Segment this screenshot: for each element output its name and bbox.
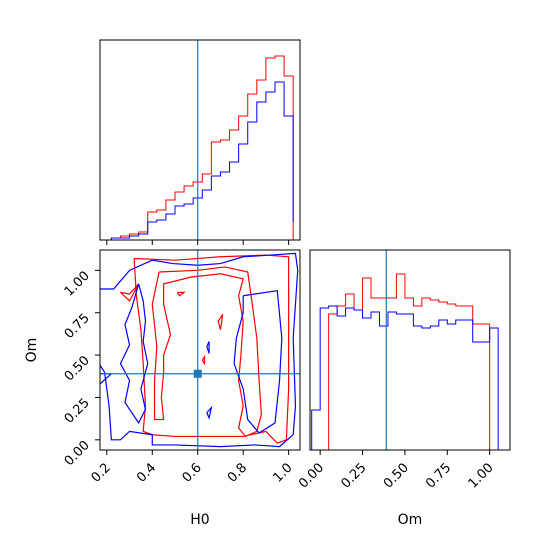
contour-x-tick-label: 0.2 <box>89 460 114 485</box>
h0-marginal-panel <box>99 39 301 245</box>
contour-layer <box>100 252 299 448</box>
contour-blue <box>233 289 283 434</box>
contour-y-tick-label: 0.25 <box>62 396 93 427</box>
contour-y-tick-label: 0.50 <box>62 353 93 384</box>
contour-red <box>151 266 262 438</box>
contour-blue <box>206 341 210 354</box>
om-marginal-x-tick-label: 0.50 <box>381 460 412 491</box>
om-marginal-hist-blue <box>311 305 507 451</box>
contour-red <box>217 314 224 330</box>
contour-x-tick-label: 0.8 <box>225 460 250 485</box>
contour-frame <box>99 249 301 451</box>
contour-blue <box>119 283 149 425</box>
om-marginal-x-tick-label: 1.00 <box>466 460 497 491</box>
contour-blue <box>100 252 299 448</box>
om-marginal-x-tick-label: 0.00 <box>296 460 327 491</box>
om-marginal-hist-red <box>311 273 507 451</box>
contour-y-tick-label: 1.00 <box>62 269 93 300</box>
contour-red <box>120 283 140 302</box>
contour-x-tick-label: 1.0 <box>270 460 295 485</box>
contour-red <box>201 354 206 366</box>
om-marginal-x-axis-label: Om <box>398 512 423 528</box>
om-marginal-panel: 0.00 0.25 0.50 0.75 1.00 <box>296 249 511 492</box>
y-axis-label: Om <box>24 338 40 363</box>
contour-red <box>176 291 186 297</box>
om-marginal-x-tick-label: 0.75 <box>423 460 454 491</box>
om-marginal-x-tick-label: 0.25 <box>339 460 370 491</box>
contour-x-tick-label: 0.6 <box>180 460 205 485</box>
contour-y-tick-label: 0.75 <box>62 311 93 342</box>
contour-blue <box>206 405 213 420</box>
h0-marginal-frame <box>99 39 301 241</box>
contour-x-tick-label: 0.4 <box>134 460 159 485</box>
truth-marker <box>193 369 202 378</box>
x-axis-label: H0 <box>190 512 209 528</box>
h0-marginal-hist-blue <box>102 81 294 241</box>
contour-y-tick-label: 0.00 <box>62 438 93 469</box>
om-marginal-frame <box>309 249 511 451</box>
h0-om-contour-panel: 0.2 0.4 0.6 0.8 1.0 0.00 0.25 0.50 0.75 1.00 <box>62 249 301 486</box>
